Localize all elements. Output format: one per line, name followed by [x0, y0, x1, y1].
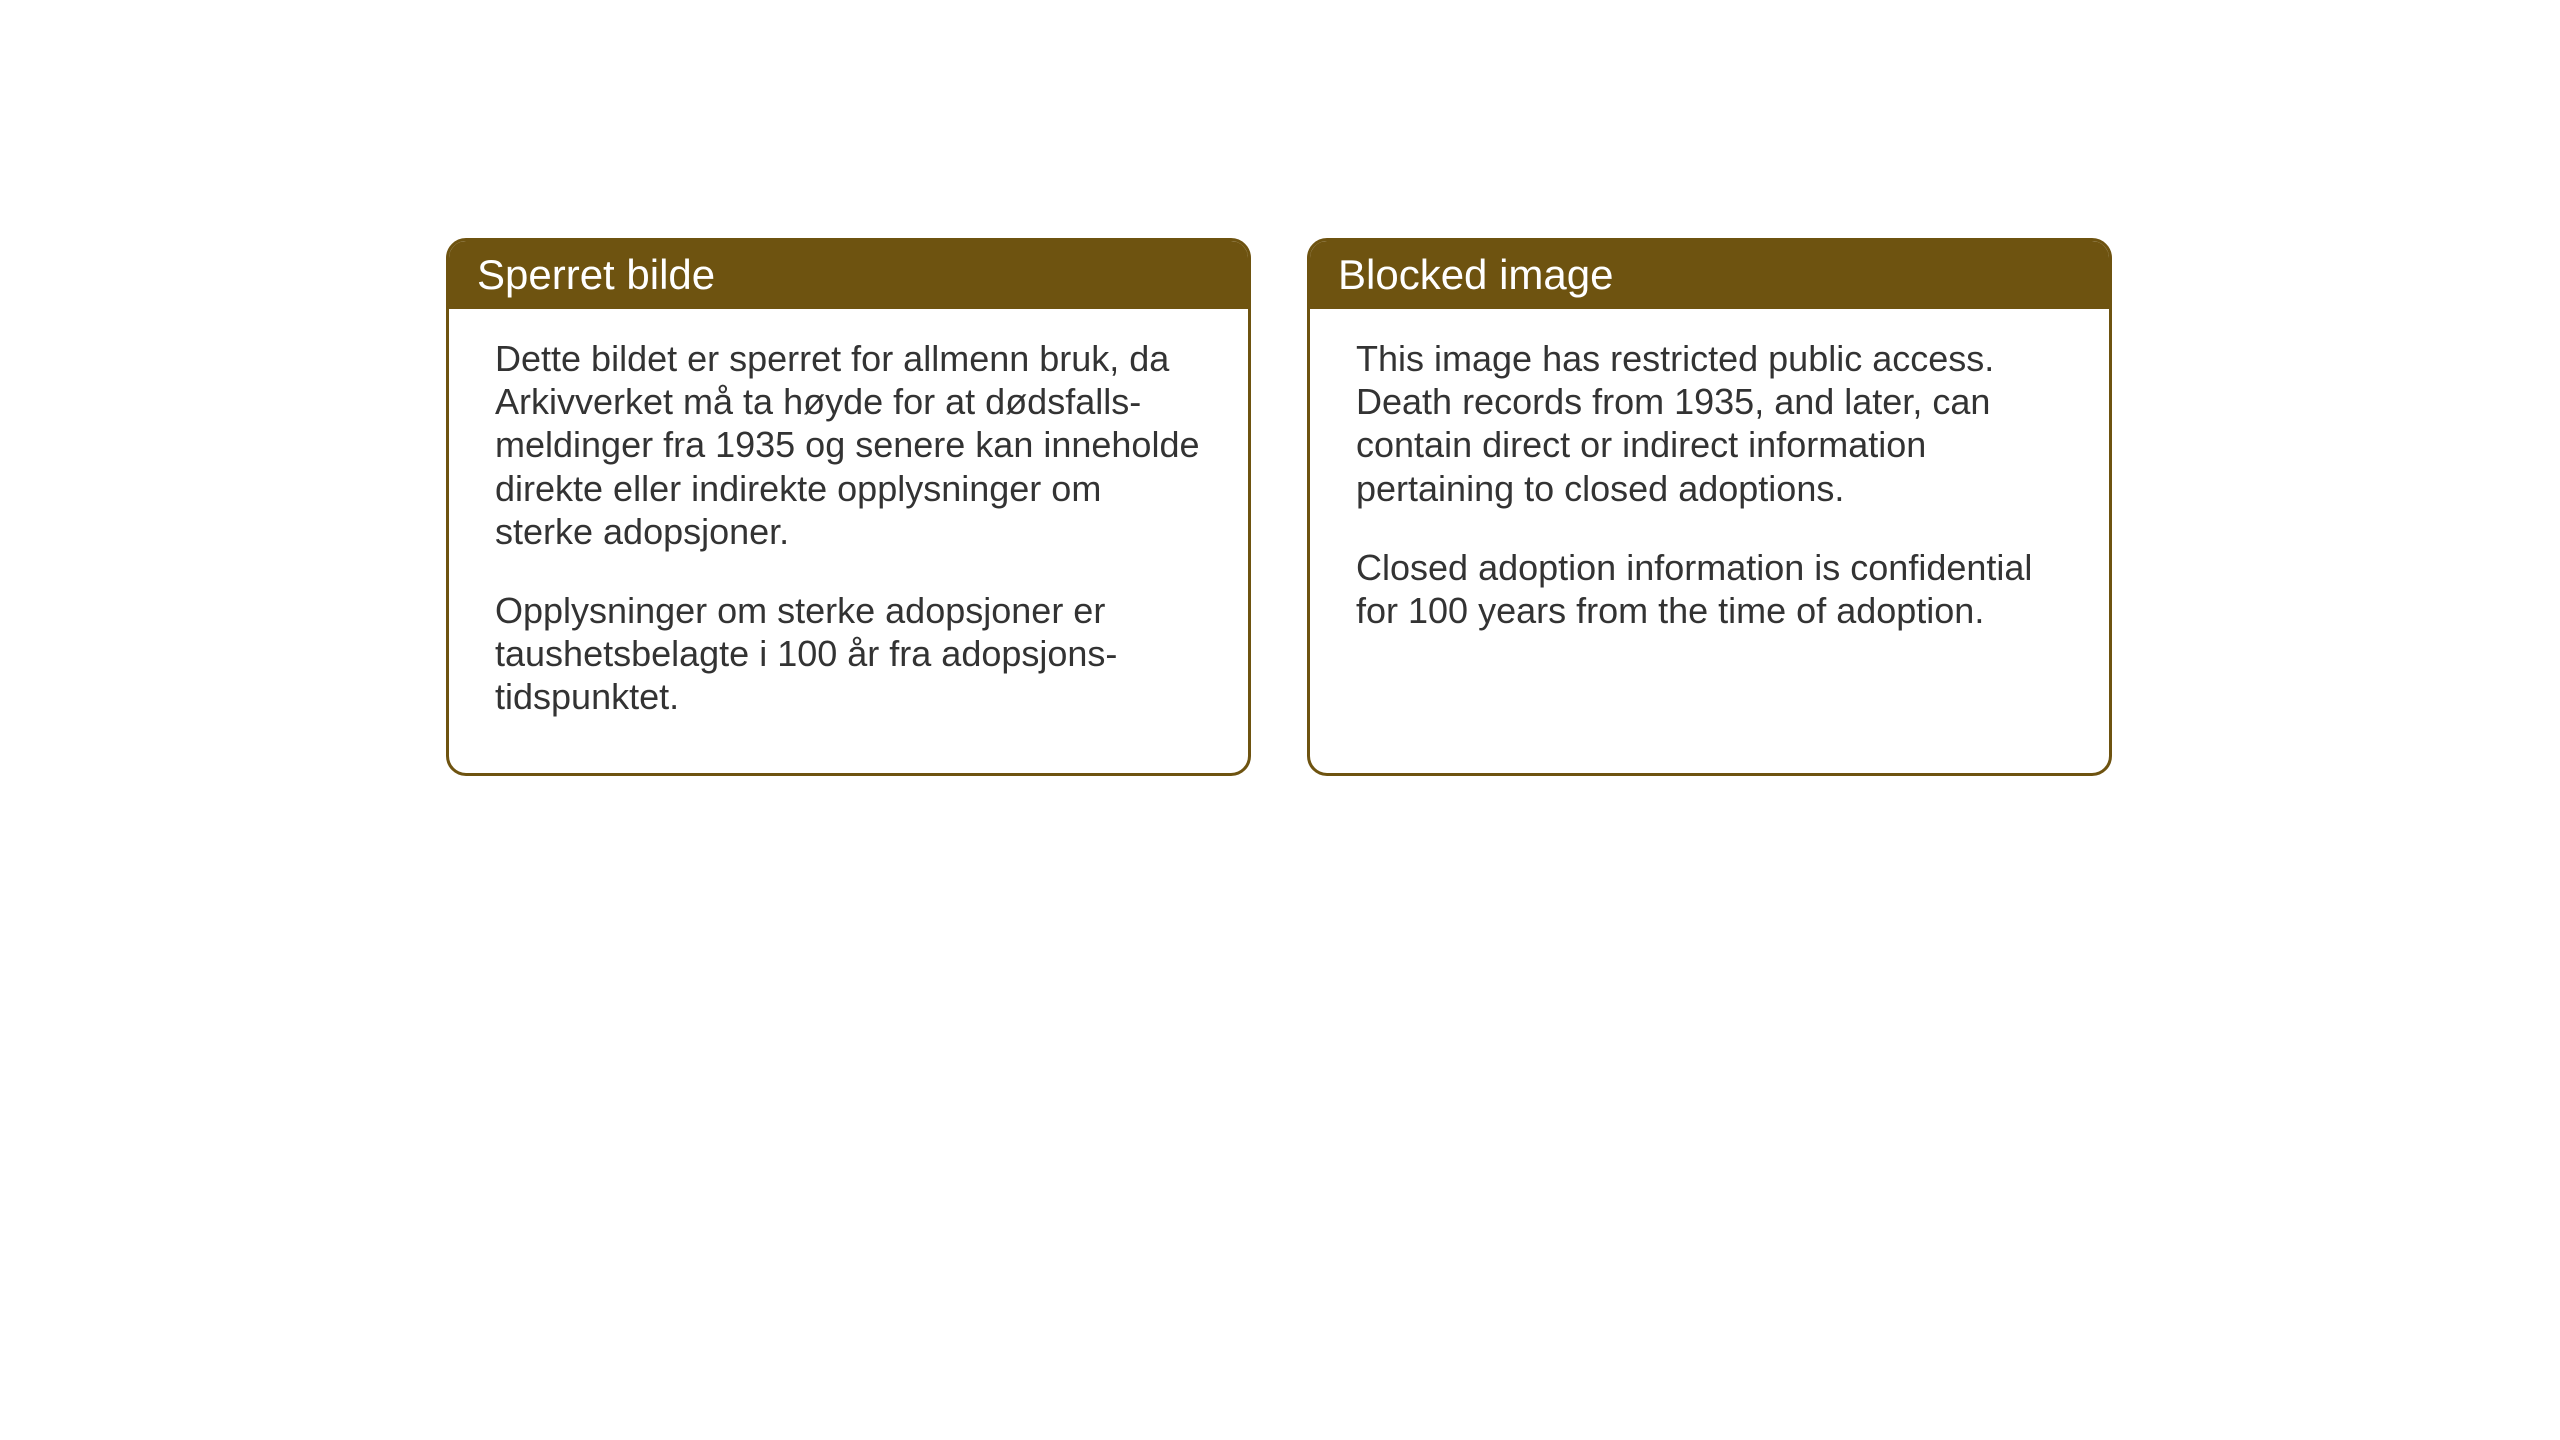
card-english: Blocked image This image has restricted … [1307, 238, 2112, 776]
card-paragraph: Closed adoption information is confident… [1356, 546, 2063, 632]
card-paragraph: This image has restricted public access.… [1356, 337, 2063, 510]
card-body-english: This image has restricted public access.… [1310, 309, 2109, 686]
card-paragraph: Dette bildet er sperret for allmenn bruk… [495, 337, 1202, 553]
cards-container: Sperret bilde Dette bildet er sperret fo… [446, 238, 2112, 776]
card-header-norwegian: Sperret bilde [449, 241, 1248, 309]
card-norwegian: Sperret bilde Dette bildet er sperret fo… [446, 238, 1251, 776]
card-header-english: Blocked image [1310, 241, 2109, 309]
card-body-norwegian: Dette bildet er sperret for allmenn bruk… [449, 309, 1248, 773]
card-paragraph: Opplysninger om sterke adopsjoner er tau… [495, 589, 1202, 719]
